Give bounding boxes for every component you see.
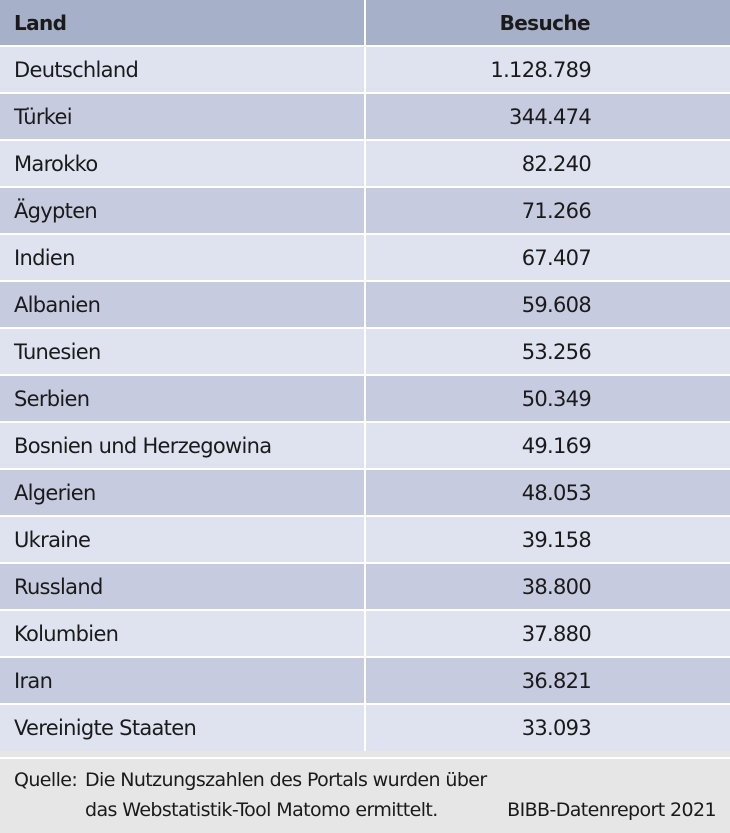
- country-cell: Serbien: [0, 374, 365, 422]
- country-cell: Tunesien: [0, 327, 365, 375]
- visits-cell: 50.349: [364, 374, 730, 422]
- table-row: Serbien 50.349: [0, 374, 730, 422]
- column-header-visits: Besuche: [364, 0, 730, 46]
- country-cell: Albanien: [0, 280, 365, 328]
- country-cell: Ägypten: [0, 186, 365, 234]
- visits-cell: 37.880: [364, 609, 730, 657]
- country-cell: Bosnien und Herzegowina: [0, 421, 365, 469]
- visits-cell: 49.169: [364, 421, 730, 469]
- country-cell: Kolumbien: [0, 609, 365, 657]
- table-header: Land Besuche: [0, 0, 730, 46]
- table-footer: Quelle: Die Nutzungszahlen des Portals w…: [0, 757, 730, 833]
- visits-cell: 38.800: [364, 562, 730, 610]
- table-row: Algerien 48.053: [0, 468, 730, 516]
- table-row: Iran 36.821: [0, 656, 730, 704]
- visits-by-country-table: Land Besuche Deutschland 1.128.789 Türke…: [0, 0, 730, 751]
- country-cell: Ukraine: [0, 515, 365, 563]
- source-note-line-1: Die Nutzungszahlen des Portals wurden üb…: [85, 769, 487, 791]
- country-cell: Algerien: [0, 468, 365, 516]
- visits-cell: 39.158: [364, 515, 730, 563]
- visits-cell: 344.474: [364, 92, 730, 140]
- publication-credit: BIBB-Datenreport 2021: [507, 799, 716, 821]
- table-row: Ägypten 71.266: [0, 186, 730, 234]
- table-row: Türkei 344.474: [0, 92, 730, 140]
- table-row: Bosnien und Herzegowina 49.169: [0, 421, 730, 469]
- column-header-country: Land: [14, 10, 67, 35]
- table-row: Indien 67.407: [0, 233, 730, 281]
- visits-cell: 1.128.789: [364, 45, 730, 93]
- header-row: Land Besuche: [0, 0, 730, 46]
- visits-cell: 71.266: [364, 186, 730, 234]
- country-cell: Deutschland: [0, 45, 365, 93]
- country-cell: Türkei: [0, 92, 365, 140]
- table-row: Tunesien 53.256: [0, 327, 730, 375]
- visits-cell: 82.240: [364, 139, 730, 187]
- visits-cell: 53.256: [364, 327, 730, 375]
- country-cell: Indien: [0, 233, 365, 281]
- table-row: Kolumbien 37.880: [0, 609, 730, 657]
- table-row: Marokko 82.240: [0, 139, 730, 187]
- visits-cell: 36.821: [364, 656, 730, 704]
- country-cell: Russland: [0, 562, 365, 610]
- country-cell: Marokko: [0, 139, 365, 187]
- visits-cell: 48.053: [364, 468, 730, 516]
- table-row: Russland 38.800: [0, 562, 730, 610]
- table-row: Deutschland 1.128.789: [0, 45, 730, 93]
- country-cell: Vereinigte Staaten: [0, 703, 365, 751]
- source-note-label: Quelle:: [14, 769, 78, 791]
- table-row: Ukraine 39.158: [0, 515, 730, 563]
- table-row: Albanien 59.608: [0, 280, 730, 328]
- source-note-line-2: das Webstatistik-Tool Matomo ermittelt.: [85, 799, 438, 821]
- visits-cell: 59.608: [364, 280, 730, 328]
- table-body: Deutschland 1.128.789 Türkei 344.474 Mar…: [0, 45, 730, 751]
- table-row: Vereinigte Staaten 33.093: [0, 703, 730, 751]
- country-cell: Iran: [0, 656, 365, 704]
- visits-cell: 33.093: [364, 703, 730, 751]
- visits-cell: 67.407: [364, 233, 730, 281]
